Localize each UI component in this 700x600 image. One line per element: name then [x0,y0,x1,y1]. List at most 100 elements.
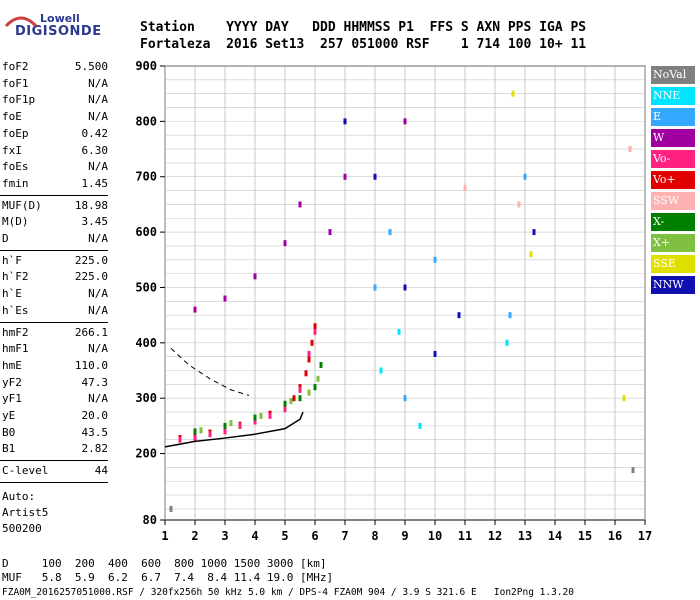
param-key: B0 [2,425,16,439]
param-value: N/A [88,303,108,317]
data-point-x- [199,427,203,434]
y-tick-label: 600 [135,225,157,239]
data-point-vo- [223,428,227,435]
y-tick-label: 80 [143,513,157,527]
data-point-nne [418,422,422,429]
data-point-sse [511,90,515,97]
data-point-e [403,395,407,402]
param-c-3: h`Es N/A [2,304,108,318]
param-separator [0,460,108,462]
x-tick-label: 17 [638,529,652,543]
data-point-noval [169,505,173,512]
param-key: foF1p [2,93,36,107]
profile-curve-line [164,411,304,448]
param-a-6: foEs N/A [2,160,108,174]
y-axis-ticks: 80 200 300 400 500 600 700 800 900 [135,59,165,527]
x-tick-label: 1 [161,529,168,543]
param-value: 5.500 [74,60,108,73]
data-point-nnw [343,118,347,125]
y-tick-label: 900 [135,59,157,73]
param-key: C-level [2,464,49,478]
data-point-vo- [283,406,287,413]
param-d-3: yF2 47.3 [2,376,108,390]
param-key: h`E [2,287,22,301]
ionogram-chart: 1 2 3 4 5 6 7 8 9 10 11 12 13 14 15 16 17 80200300400500… [135,59,652,543]
param-value: 1.45 [81,176,109,190]
data-point-nnw [457,312,461,319]
x-tick-label: 10 [428,529,442,543]
param-key: D [2,232,9,245]
param-key: yF1 [2,392,22,406]
param-value: N/A [88,110,108,124]
logo-line1: Lowell [40,12,80,25]
param-key: h`Es [2,303,29,317]
data-point-vo- [298,386,302,393]
param-c-2: h`E N/A [2,287,108,301]
x-tick-label: 6 [311,529,318,543]
param-value: 0.42 [81,126,109,140]
profile-curves [164,347,304,448]
data-point-nnw [403,284,407,291]
param-d-0: hmF2 266.1 [2,326,108,340]
grid-lines [164,65,646,520]
data-point-sse [622,395,626,402]
logo-arc-icon [4,16,38,28]
data-point-x- [259,412,263,419]
data-point-vo- [292,395,296,402]
data-point-w [223,295,227,302]
param-value: N/A [88,76,108,90]
footer-d-line: D 100 200 400 600 800 1000 1500 3000 [km… [2,557,327,570]
x-tick-label: 3 [221,529,228,543]
x-tick-label: 12 [488,529,502,543]
param-key: foEs [2,160,29,174]
param-key: MUF(D) [2,198,42,212]
x-tick-label: 11 [458,529,472,543]
data-point-x- [223,422,227,429]
legend-item-x-: X- [651,213,695,231]
param-b-1: M(D) 3.45 [2,215,108,229]
param-a-4: foEp 0.42 [2,127,108,141]
auto-line1: Auto: [2,489,36,503]
auto-line2: Artist5 [2,505,49,519]
param-value: 3.45 [81,215,109,229]
footer-info-line: FZA0M_2016257051000.RSF / 320fx256h 50 k… [2,587,574,598]
data-point-x- [316,375,320,382]
footer-muf-line: MUF 5.8 5.9 6.2 6.7 7.4 8.4 11.4 19.0 [M… [2,571,334,584]
legend-item-ssw: SSW [651,192,695,210]
data-point-w [328,229,332,236]
param-value: 225.0 [74,270,108,284]
auto-line3: 500200 [2,521,42,535]
data-point-x- [319,361,323,368]
param-key: h`F [2,253,22,267]
x-tick-label: 8 [371,529,378,543]
param-value: 266.1 [74,325,108,339]
y-tick-label: 300 [135,391,157,405]
param-value: N/A [88,342,108,356]
header-line2: Fortaleza 2016 Set13 257 051000 RSF 1 71… [140,37,587,52]
param-key: foEp [2,126,29,140]
data-point-x- [193,428,197,435]
param-key: foE [2,110,22,124]
param-a-1: foF1 N/A [2,77,108,91]
legend-item-vo-: Vo+ [651,171,695,189]
param-key: yF2 [2,375,22,389]
data-point-e [433,256,437,263]
data-point-x- [253,414,257,421]
param-value: 2.82 [81,442,109,456]
param-b-0: MUF(D) 18.98 [2,199,108,213]
logo-line2: DIGISONDE [15,24,102,39]
data-point-e [373,284,377,291]
x-tick-label: 13 [518,529,532,543]
data-point-e [508,312,512,319]
param-separator [0,321,108,323]
data-point-ssw [517,201,521,208]
param-key: hmF1 [2,342,29,356]
data-point-x- [307,389,311,396]
x-tick-label: 2 [191,529,198,543]
param-key: foF1 [2,76,29,90]
data-point-vo- [193,435,197,442]
param-value: N/A [88,93,108,107]
x-tick-label: 5 [281,529,288,543]
data-point-w [403,118,407,125]
param-d-5: yE 20.0 [2,409,108,423]
